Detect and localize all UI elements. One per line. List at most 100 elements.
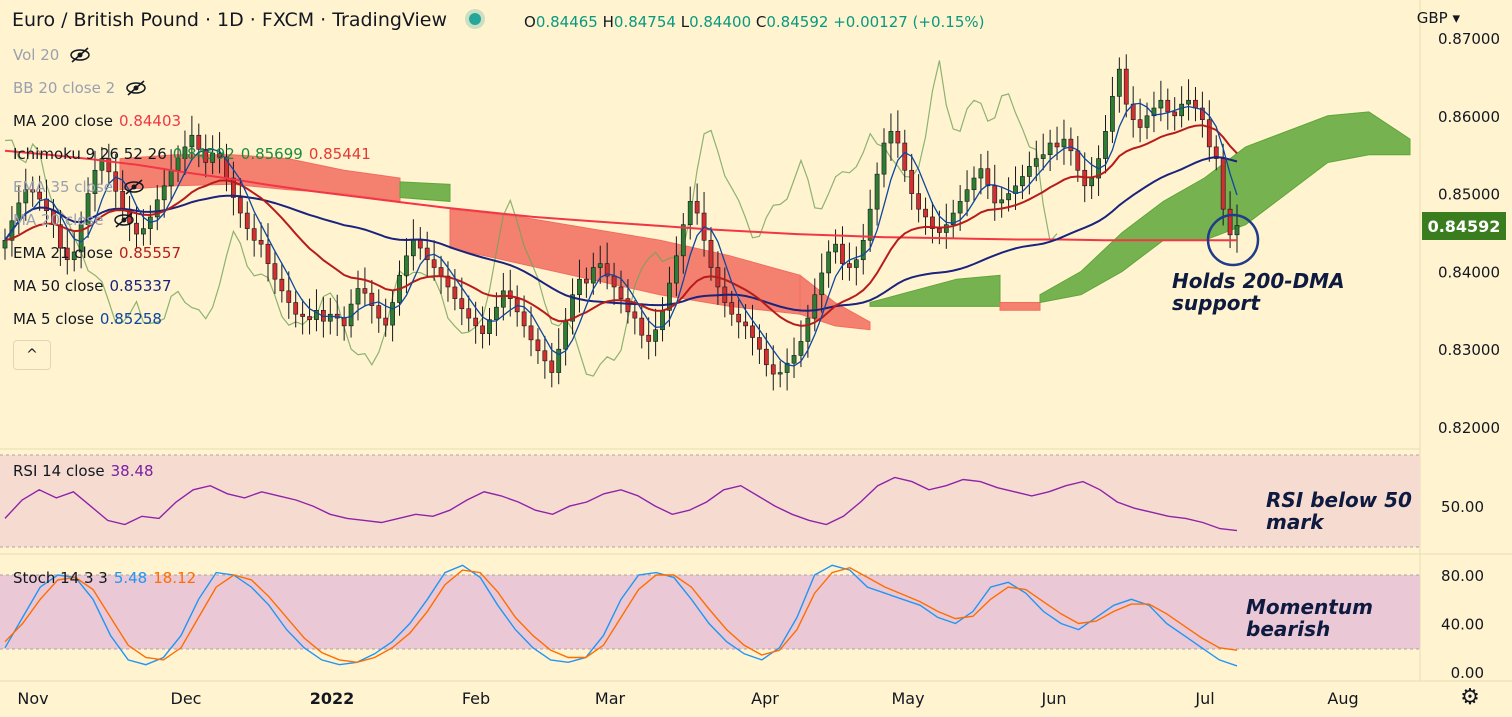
stoch-band xyxy=(0,575,1420,649)
legend-ma200-value: 0.84403 xyxy=(119,112,182,130)
candle-body xyxy=(161,185,167,201)
eye-hidden-icon[interactable] xyxy=(113,212,135,228)
currency-label: GBP xyxy=(1416,9,1448,27)
eye-hidden-icon[interactable] xyxy=(123,179,145,195)
eye-hidden-icon[interactable] xyxy=(125,80,147,96)
candle-body xyxy=(1075,150,1081,171)
candle-body xyxy=(826,251,832,274)
legend-bb-label: BB 20 close 2 xyxy=(13,79,116,97)
candle-body xyxy=(341,317,347,327)
candle-body xyxy=(1116,68,1122,97)
candle-body xyxy=(729,302,735,315)
candle-body xyxy=(466,308,472,319)
legend-ma200[interactable]: MA 200 close 0.84403 xyxy=(13,112,181,130)
candle-body xyxy=(798,341,804,356)
ohlc-high: 0.84754 xyxy=(613,13,676,31)
legend-stoch[interactable]: Stoch 14 3 3 5.48 18.12 xyxy=(13,569,196,587)
candle-body xyxy=(231,177,236,198)
candle-body xyxy=(1179,103,1185,117)
candle-body xyxy=(1172,111,1178,117)
legend-ma5[interactable]: MA 5 close 0.85258 xyxy=(13,310,162,328)
legend-rsi[interactable]: RSI 14 close 38.48 xyxy=(13,462,154,480)
stoch-d-path xyxy=(4,566,1238,664)
legend-bb[interactable]: BB 20 close 2 xyxy=(13,79,147,97)
time-axis[interactable]: Nov Dec 2022 Feb Mar Apr May Jun Jul Aug xyxy=(17,689,1358,708)
candle-body xyxy=(1033,158,1039,167)
price-axis[interactable]: 0.87000 0.86000 0.85000 0.84000 0.83000 0.820… xyxy=(1438,30,1500,682)
ohlc-open: 0.84465 xyxy=(535,13,598,31)
candle-body xyxy=(390,302,395,326)
candle-body xyxy=(237,197,243,214)
price-tick-label: 0.86000 xyxy=(1438,108,1500,126)
legend-ichimoku[interactable]: Ichimoku 9 26 52 26 0.84592 0.85699 0.85441 xyxy=(13,145,371,163)
legend-ma50-label: MA 50 close xyxy=(13,277,104,295)
gear-icon[interactable]: ⚙ xyxy=(1460,685,1480,710)
candle-body xyxy=(1123,68,1129,105)
candle-body xyxy=(494,306,499,320)
legend-ma20-label: MA 20 close xyxy=(13,211,104,229)
cloud-segment xyxy=(799,274,871,331)
legend-ma50[interactable]: MA 50 close 0.85337 xyxy=(13,277,172,295)
candle-body xyxy=(175,158,181,171)
candle-body xyxy=(189,134,195,148)
candle-body xyxy=(943,224,949,233)
legend-ema35[interactable]: EMA 35 close xyxy=(13,178,145,196)
candle-body xyxy=(743,321,748,327)
symbol-title-text: Euro / British Pound · 1D · FXCM · Tradi… xyxy=(12,9,448,31)
candle-body xyxy=(1089,177,1095,187)
candle-body xyxy=(217,152,222,158)
legend-stoch-label: Stoch 14 3 3 xyxy=(13,569,108,587)
annotation-rsi-line1: RSI below 50 xyxy=(1266,488,1412,512)
legend-ema21[interactable]: EMA 21 close 0.85557 xyxy=(13,244,181,262)
candle-body xyxy=(570,294,575,322)
symbol-title[interactable]: Euro / British Pound · 1D · FXCM · Tradi… xyxy=(12,9,497,31)
price-tick-label: 0.82000 xyxy=(1438,419,1500,437)
candle-body xyxy=(64,247,70,261)
legend-ema21-label: EMA 21 close xyxy=(13,244,113,262)
rsi-band xyxy=(0,455,1420,547)
candle-body xyxy=(417,239,423,249)
currency-selector[interactable]: GBP ▾ xyxy=(1417,9,1460,27)
candle-body xyxy=(106,158,112,173)
candle-body xyxy=(327,313,333,322)
candle-body xyxy=(473,317,479,327)
candle-body xyxy=(168,169,174,187)
candle-body xyxy=(154,199,160,218)
eye-hidden-icon[interactable] xyxy=(69,47,91,63)
legend-collapse-button[interactable]: ^ xyxy=(13,340,51,370)
legend-ema21-value: 0.85557 xyxy=(118,244,181,262)
candle-body xyxy=(694,201,700,214)
candle-body xyxy=(618,286,624,299)
time-tick-label: May xyxy=(891,689,924,708)
candle-body xyxy=(874,173,880,210)
candle-body xyxy=(1047,142,1053,155)
candle-body xyxy=(957,201,963,214)
legend-ma200-label: MA 200 close xyxy=(13,112,114,130)
annotation-stoch: Momentum bearish xyxy=(1246,596,1373,640)
candle-body xyxy=(1213,146,1219,159)
candle-body xyxy=(1006,193,1011,201)
candle-body xyxy=(847,263,852,268)
candle-body xyxy=(23,189,29,204)
candle-body xyxy=(1193,99,1198,109)
ohlc-change: +0.00127 (+0.15%) xyxy=(833,13,985,31)
annotation-dma-line2: support xyxy=(1172,291,1260,315)
candle-body xyxy=(597,263,603,268)
candle-body xyxy=(279,278,285,292)
candle-body xyxy=(999,199,1005,204)
candle-body xyxy=(2,239,8,249)
time-tick-label: Feb xyxy=(462,689,490,708)
legend-ichimoku-label: Ichimoku 9 26 52 26 xyxy=(13,145,167,163)
legend-ichimoku-v1: 0.84592 xyxy=(172,145,235,163)
candle-body xyxy=(438,267,444,277)
candle-body xyxy=(480,325,485,334)
legend-vol[interactable]: Vol 20 xyxy=(13,46,91,64)
candle-body xyxy=(964,189,970,202)
candle-body xyxy=(355,288,361,305)
legend-rsi-label: RSI 14 close xyxy=(13,462,105,480)
legend-ma20[interactable]: MA 20 close xyxy=(13,211,135,229)
price-tick-label: 0.84000 xyxy=(1438,263,1500,281)
candle-body xyxy=(459,298,465,310)
candle-body xyxy=(1227,208,1233,236)
